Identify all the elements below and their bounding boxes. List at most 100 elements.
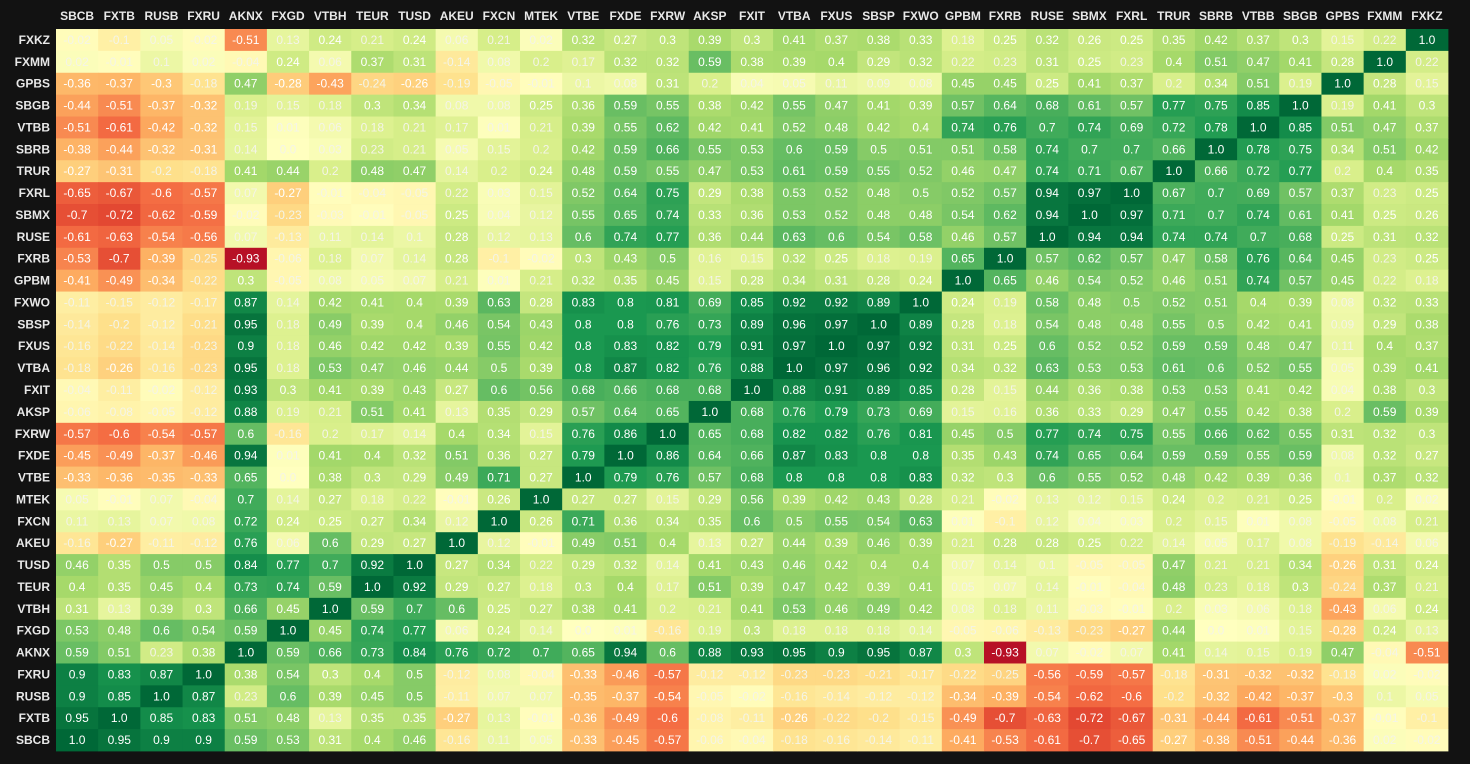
heatmap-cell-label: -0.26 <box>1329 558 1357 572</box>
heatmap-cell <box>773 554 816 577</box>
heatmap-cell <box>435 182 479 205</box>
heatmap-cell <box>1321 29 1365 52</box>
heatmap-cell <box>941 597 985 621</box>
heatmap-cell-label: 0.7 <box>406 602 423 616</box>
heatmap-cell <box>435 116 479 139</box>
heatmap-cell-label: -0.53 <box>63 252 91 266</box>
heatmap-cell <box>1110 204 1154 227</box>
heatmap-cell-label: -0.14 <box>865 733 893 747</box>
heatmap-cell-label: 0.18 <box>993 317 1017 331</box>
heatmap-cell <box>56 663 99 686</box>
heatmap-cell <box>393 291 437 314</box>
heatmap-cell <box>140 182 183 205</box>
heatmap-cell <box>984 444 1027 467</box>
heatmap-cell <box>941 269 985 292</box>
heatmap-cell-label: -0.35 <box>148 471 176 485</box>
heatmap-cell <box>520 138 563 161</box>
heatmap-cell-label: 0.5 <box>153 558 170 572</box>
heatmap-cell <box>393 94 437 117</box>
heatmap-cell-label: 0.9 <box>237 339 254 353</box>
heatmap-cell <box>520 29 563 52</box>
heatmap-cell-label: 0.89 <box>867 383 891 397</box>
heatmap-cell-label: 0.06 <box>319 55 343 69</box>
heatmap-cell <box>688 29 732 52</box>
heatmap-cell-label: 0.27 <box>614 33 638 47</box>
heatmap-cell-label: 0.21 <box>403 142 427 156</box>
heatmap-cell-label: -0.16 <box>823 733 851 747</box>
heatmap-cell-label: -0.61 <box>63 230 91 244</box>
heatmap-cell <box>1194 138 1238 161</box>
heatmap-cell-label: -0.04 <box>63 383 91 397</box>
heatmap-cell-label: 0.57 <box>993 186 1017 200</box>
heatmap-cell <box>1152 466 1196 489</box>
heatmap-cell-label: 0.02 <box>1373 733 1397 747</box>
heatmap-cell <box>562 641 605 664</box>
heatmap-cell <box>1068 182 1111 205</box>
column-label-trur: TRUR <box>1157 9 1191 23</box>
heatmap-cell-label: 0.19 <box>1289 77 1313 91</box>
heatmap-cell-label: 0.64 <box>614 186 638 200</box>
heatmap-cell <box>688 379 732 402</box>
heatmap-cell-label: -0.41 <box>63 274 91 288</box>
heatmap-cell <box>1279 160 1322 183</box>
heatmap-cell <box>646 94 690 117</box>
heatmap-cell <box>984 379 1027 402</box>
heatmap-cell-label: 0.47 <box>698 164 722 178</box>
heatmap-cell <box>477 291 521 314</box>
heatmap-cell <box>1363 72 1407 96</box>
heatmap-cell-label: 0.41 <box>319 383 343 397</box>
heatmap-cell-label: 0.3 <box>1419 427 1436 441</box>
heatmap-cell-label: -0.37 <box>106 77 134 91</box>
heatmap-cell <box>1279 554 1322 577</box>
heatmap-cell <box>730 204 774 227</box>
heatmap-cell <box>520 94 563 117</box>
heatmap-cell-label: -0.61 <box>1034 733 1062 747</box>
heatmap-cell <box>1026 575 1069 599</box>
heatmap-cell <box>1110 466 1154 489</box>
heatmap-cell <box>224 94 268 117</box>
heatmap-cell <box>1068 335 1111 358</box>
heatmap-cell-label: 0.72 <box>1162 120 1186 134</box>
heatmap-cell-label: 0.1 <box>1376 689 1393 703</box>
heatmap-cell-label: 0.42 <box>740 99 764 113</box>
heatmap-cell <box>815 532 858 555</box>
heatmap-cell-label: 0.07 <box>487 689 511 703</box>
heatmap-cell <box>98 707 141 730</box>
heatmap-cell <box>435 204 479 227</box>
heatmap-cell-label: 0.44 <box>740 230 764 244</box>
heatmap-cell-label: 0.4 <box>69 580 86 594</box>
heatmap-cell <box>730 94 774 117</box>
heatmap-cell <box>984 29 1027 52</box>
heatmap-cell <box>604 663 647 686</box>
column-label-ruse: RUSE <box>1031 9 1064 23</box>
heatmap-cell <box>562 94 605 117</box>
heatmap-cell <box>351 466 394 489</box>
heatmap-cell-label: 0.22 <box>1120 536 1144 550</box>
heatmap-cell-label: 0.32 <box>1415 471 1439 485</box>
column-label-fxcn: FXCN <box>483 9 516 23</box>
heatmap-cell-label: 0.45 <box>1331 274 1355 288</box>
heatmap-cell-label: -0.23 <box>274 208 302 222</box>
heatmap-cell <box>1026 160 1069 183</box>
heatmap-cell-label: 1.0 <box>1292 99 1309 113</box>
heatmap-cell-label: 0.07 <box>993 580 1017 594</box>
heatmap-cell <box>857 466 901 489</box>
heatmap-cell <box>266 335 310 358</box>
heatmap-cell-label: 0.4 <box>912 558 929 572</box>
heatmap-cell-label: 0.3 <box>1292 580 1309 594</box>
heatmap-cell-label: -0.02 <box>527 252 555 266</box>
heatmap-cell-label: 0.53 <box>1204 383 1228 397</box>
heatmap-cell <box>98 400 141 424</box>
heatmap-cell-label: 0.47 <box>1373 120 1397 134</box>
heatmap-cell <box>1152 554 1196 577</box>
heatmap-cell-label: 0.46 <box>825 602 849 616</box>
heatmap-cell <box>688 444 732 467</box>
heatmap-cell <box>857 444 901 467</box>
heatmap-cell-label: 0.47 <box>234 77 258 91</box>
heatmap-cell <box>98 466 141 489</box>
heatmap-cell-label: 0.48 <box>1247 339 1271 353</box>
heatmap-cell <box>1110 291 1154 314</box>
row-label-ruse: RUSE <box>17 230 50 244</box>
heatmap-cell-label: 0.41 <box>319 449 343 463</box>
heatmap-cell-label: 0.38 <box>192 646 216 660</box>
